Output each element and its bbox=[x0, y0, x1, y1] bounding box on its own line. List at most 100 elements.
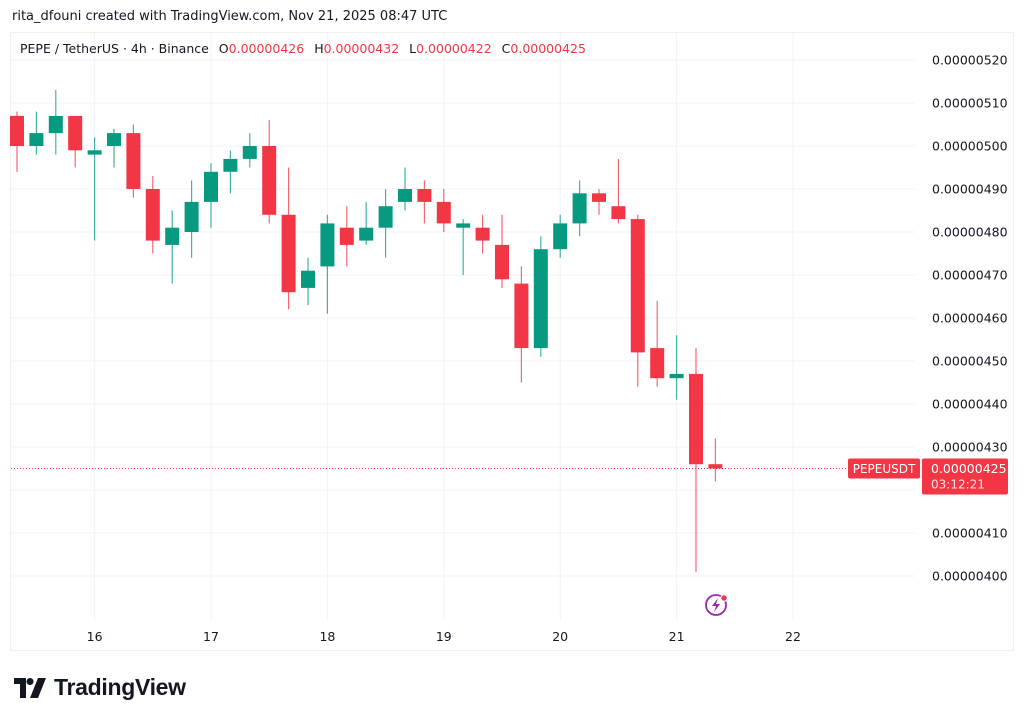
close-value: 0.00000425 bbox=[510, 41, 586, 56]
candle-up[interactable] bbox=[359, 201, 374, 245]
candle-down[interactable] bbox=[417, 180, 432, 224]
candle-up[interactable] bbox=[29, 111, 44, 155]
lightning-alert-icon[interactable] bbox=[705, 594, 728, 616]
candle-up[interactable] bbox=[533, 236, 548, 357]
chart-credit: rita_dfouni created with TradingView.com… bbox=[12, 9, 448, 24]
candle-body bbox=[475, 227, 490, 241]
y-axis-tick-label: 0.00000400 bbox=[932, 569, 1008, 584]
candle-body bbox=[87, 150, 102, 155]
candle-down[interactable] bbox=[436, 189, 451, 232]
candle-down[interactable] bbox=[514, 266, 529, 383]
candle-down[interactable] bbox=[126, 124, 141, 198]
chart-frame bbox=[10, 32, 1014, 651]
candle-up[interactable] bbox=[107, 128, 121, 168]
candle-down[interactable] bbox=[281, 167, 296, 310]
candle-down[interactable] bbox=[475, 214, 490, 254]
notification-dot-icon bbox=[720, 594, 728, 602]
candle-down[interactable] bbox=[10, 111, 24, 172]
candle-body bbox=[165, 227, 180, 245]
candle-body bbox=[184, 201, 199, 232]
candle-body bbox=[29, 133, 44, 146]
candle-body bbox=[630, 219, 645, 353]
candle-body bbox=[398, 189, 412, 202]
candle-body bbox=[339, 227, 354, 245]
candle-down[interactable] bbox=[495, 214, 509, 288]
last-price-label-bg bbox=[922, 458, 1008, 495]
candle-body bbox=[126, 133, 141, 189]
candle-up[interactable] bbox=[572, 180, 587, 237]
y-axis-tick-label: 0.00000430 bbox=[932, 440, 1008, 455]
candle-down[interactable] bbox=[339, 206, 354, 267]
tradingview-logo-text: TradingView bbox=[54, 674, 186, 700]
candle-down[interactable] bbox=[68, 115, 83, 168]
x-axis-tick-label: 21 bbox=[669, 629, 685, 644]
y-axis-tick-label: 0.00000460 bbox=[932, 311, 1008, 326]
x-axis-tick-label: 16 bbox=[87, 629, 103, 644]
symbol-info[interactable]: PEPE / TetherUS · 4h · Binance bbox=[20, 41, 209, 56]
lightning-icon-ring bbox=[705, 594, 727, 616]
y-axis-tick-label: 0.00000510 bbox=[932, 96, 1008, 111]
y-axis-tick-label: 0.00000480 bbox=[932, 225, 1008, 240]
y-axis-tick-label: 0.00000490 bbox=[932, 182, 1008, 197]
tradingview-logo-icon bbox=[14, 677, 46, 698]
candle-down[interactable] bbox=[262, 120, 277, 224]
last-price-value: 0.00000425 bbox=[931, 461, 1007, 476]
candle-body bbox=[107, 133, 121, 146]
candle-down[interactable] bbox=[145, 176, 160, 254]
candle-down[interactable] bbox=[650, 300, 665, 387]
open-value: 0.00000426 bbox=[228, 41, 305, 56]
candle-body bbox=[301, 270, 315, 288]
candle-body bbox=[204, 171, 218, 202]
candle-down[interactable] bbox=[708, 438, 723, 482]
candle-body bbox=[495, 244, 509, 280]
candle-body bbox=[553, 223, 568, 250]
high-label: H bbox=[314, 41, 324, 56]
candle-up[interactable] bbox=[553, 214, 568, 258]
y-axis-tick-label: 0.00000520 bbox=[932, 53, 1008, 68]
candle-up[interactable] bbox=[398, 167, 412, 211]
candle-up[interactable] bbox=[378, 189, 393, 258]
candle-up[interactable] bbox=[204, 163, 218, 228]
y-axis-tick-label: 0.00000440 bbox=[932, 397, 1008, 412]
candle-body bbox=[689, 373, 703, 465]
candle-body bbox=[223, 158, 238, 172]
candle-body bbox=[68, 115, 83, 151]
candle-body bbox=[378, 206, 393, 228]
x-axis-tick-label: 19 bbox=[436, 629, 452, 644]
candle-body bbox=[650, 348, 665, 379]
candle-body bbox=[242, 146, 257, 159]
candle-down[interactable] bbox=[611, 158, 626, 224]
tradingview-logo[interactable]: TradingView bbox=[14, 674, 186, 701]
candle-up[interactable] bbox=[320, 214, 335, 314]
x-axis-tick-label: 18 bbox=[319, 629, 335, 644]
candle-up[interactable] bbox=[87, 137, 102, 241]
candle-up[interactable] bbox=[669, 335, 684, 400]
candle-down[interactable] bbox=[630, 214, 645, 387]
x-axis-tick-label: 22 bbox=[785, 629, 801, 644]
candle-down[interactable] bbox=[689, 348, 703, 572]
candle-up[interactable] bbox=[184, 180, 199, 258]
candle-down[interactable] bbox=[592, 189, 606, 215]
candle-up[interactable] bbox=[242, 133, 257, 168]
candle-body bbox=[611, 206, 626, 220]
candle-up[interactable] bbox=[301, 257, 315, 306]
candle-body bbox=[572, 193, 587, 224]
candle-up[interactable] bbox=[223, 150, 238, 194]
candle-body bbox=[456, 223, 471, 228]
candle-body bbox=[320, 223, 335, 267]
candle-up[interactable] bbox=[456, 219, 471, 275]
candle-up[interactable] bbox=[48, 90, 63, 155]
candle-body bbox=[262, 146, 277, 215]
y-axis-tick-label: 0.00000500 bbox=[932, 139, 1008, 154]
candle-body bbox=[281, 214, 296, 293]
x-axis-tick-label: 17 bbox=[203, 629, 219, 644]
candle-body bbox=[417, 189, 432, 202]
candle-body bbox=[359, 227, 374, 241]
ticker-label-bg bbox=[848, 458, 920, 479]
symbol-legend: PEPE / TetherUS · 4h · Binance O0.000004… bbox=[20, 41, 586, 56]
candle-body bbox=[592, 193, 606, 202]
candle-body bbox=[514, 283, 529, 349]
candle-up[interactable] bbox=[165, 210, 180, 284]
ticker-label: PEPEUSDT bbox=[853, 462, 916, 476]
